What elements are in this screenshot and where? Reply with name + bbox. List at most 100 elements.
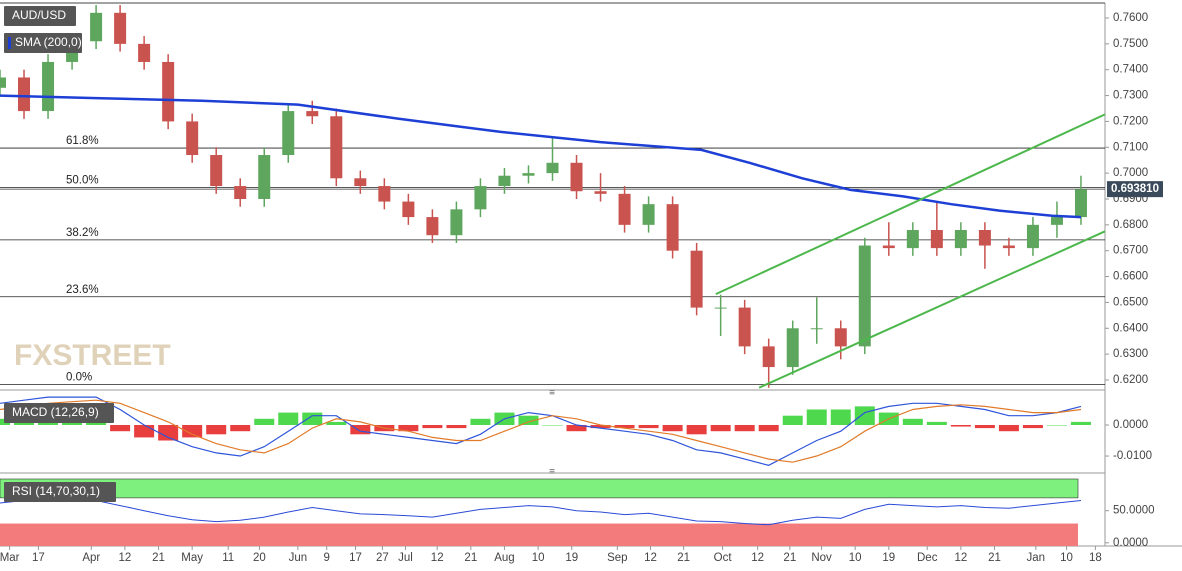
candle-body xyxy=(330,116,343,179)
y-tick-label: 0.7100 xyxy=(1113,141,1148,153)
y-tick-label: 0.6400 xyxy=(1113,322,1148,334)
macd-line xyxy=(0,396,1082,466)
x-tick-label: Jul xyxy=(398,552,413,564)
y-tick-label: 0.7300 xyxy=(1113,90,1148,102)
macd-histogram-bar xyxy=(590,425,611,429)
x-tick-label: 21 xyxy=(152,552,165,564)
resize-handle[interactable]: ≡ xyxy=(549,467,555,478)
macd-histogram-bar xyxy=(830,409,851,425)
candle-body xyxy=(138,43,151,62)
macd-histogram-bar xyxy=(974,425,995,429)
fib-label: 23.6% xyxy=(66,284,99,296)
macd-histogram-bar xyxy=(446,425,467,429)
rsi-line xyxy=(0,496,1082,526)
macd-histogram-bar xyxy=(206,425,227,435)
candle-body xyxy=(570,162,583,192)
macd-histogram-bar xyxy=(302,412,323,425)
legend-box xyxy=(4,403,114,423)
legend-text: SMA (200,0) xyxy=(15,35,82,49)
macd-histogram-bar xyxy=(566,425,587,432)
candle-body xyxy=(642,204,655,225)
candle-body xyxy=(354,178,367,187)
x-tick-label: 10 xyxy=(532,552,545,564)
y-tick-label: 0.6600 xyxy=(1113,271,1148,283)
macd-histogram-bar xyxy=(278,412,299,425)
macd-histogram-bar xyxy=(1046,425,1067,426)
macd-histogram-bar xyxy=(254,418,275,425)
candle-body xyxy=(522,173,535,176)
y-tick-label: 0.0000 xyxy=(1113,537,1148,549)
macd-histogram-bar xyxy=(782,415,803,425)
candle-body xyxy=(858,245,871,347)
candle-body xyxy=(426,217,439,236)
macd-histogram-bar xyxy=(926,421,947,425)
watermark: FXSTREET xyxy=(14,339,171,372)
x-tick-label: 12 xyxy=(431,552,444,564)
macd-histogram-bar xyxy=(158,425,179,441)
x-tick-label: Sep xyxy=(607,552,627,564)
channel-line xyxy=(758,230,1106,389)
macd-histogram-bar xyxy=(542,425,563,426)
candle-body xyxy=(906,230,919,249)
overbought-zone xyxy=(0,478,1079,499)
macd-histogram-bar xyxy=(638,425,659,429)
candle-body xyxy=(210,155,223,187)
legend-text: MACD (12,26,9) xyxy=(12,405,99,419)
macd-histogram-bar xyxy=(662,425,683,432)
candle-body xyxy=(714,307,727,309)
candle-body xyxy=(834,328,847,347)
macd-line xyxy=(0,399,1082,463)
fib-label: 38.2% xyxy=(66,227,99,239)
candle-body xyxy=(618,193,631,225)
x-tick-label: 12 xyxy=(119,552,132,564)
y-tick-label: 0.6300 xyxy=(1113,348,1148,360)
macd-histogram-bar xyxy=(902,418,923,425)
candle-body xyxy=(1026,224,1039,249)
fib-label: 50.0% xyxy=(66,174,99,186)
x-tick-label: 21 xyxy=(677,552,690,564)
candle-body xyxy=(498,175,511,187)
legend-swatch xyxy=(8,37,11,49)
x-tick-label: May xyxy=(181,552,203,564)
y-tick-label: 0.6200 xyxy=(1113,374,1148,386)
x-tick-label: 21 xyxy=(464,552,477,564)
candle-body xyxy=(1074,189,1087,218)
x-tick-label: 21 xyxy=(988,552,1001,564)
candle-body xyxy=(738,307,751,347)
macd-histogram-bar xyxy=(350,425,371,435)
fib-label: 0.0% xyxy=(66,372,92,384)
macd-histogram-bar xyxy=(686,425,707,435)
macd-histogram-bar xyxy=(1022,425,1043,429)
candle-body xyxy=(90,12,103,42)
macd-histogram-bar xyxy=(470,418,491,425)
candle-body xyxy=(1002,245,1015,249)
x-tick-label: 12 xyxy=(751,552,764,564)
candle-body xyxy=(594,191,607,194)
y-tick-label: 0.7500 xyxy=(1113,38,1148,50)
candle-body xyxy=(282,111,295,156)
x-tick-label: 17 xyxy=(32,552,45,564)
resize-handle[interactable]: ≡ xyxy=(549,388,555,399)
x-tick-label: Jun xyxy=(289,552,308,564)
y-tick-label: 0.6800 xyxy=(1113,219,1148,231)
macd-histogram-bar xyxy=(710,425,731,432)
macd-histogram-bar xyxy=(230,425,251,432)
y-tick-label: 0.6700 xyxy=(1113,245,1148,257)
candle-body xyxy=(666,204,679,251)
candle-body xyxy=(378,186,391,202)
candle-body xyxy=(234,186,247,199)
last-price-tag xyxy=(1107,181,1163,198)
y-tick-label: 0.7600 xyxy=(1113,12,1148,24)
candle-body xyxy=(186,121,199,156)
candle-body xyxy=(42,61,55,112)
fib-label: 61.8% xyxy=(66,135,99,147)
last-price-label: 0.693810 xyxy=(1111,183,1159,195)
x-tick-label: Apr xyxy=(82,552,100,564)
candle-body xyxy=(258,155,271,199)
x-tick-label: 10 xyxy=(849,552,862,564)
x-tick-label: Aug xyxy=(494,552,514,564)
x-tick-label: Jan xyxy=(1027,552,1046,564)
x-tick-label: Mar xyxy=(0,552,20,564)
x-tick-label: 20 xyxy=(253,552,266,564)
